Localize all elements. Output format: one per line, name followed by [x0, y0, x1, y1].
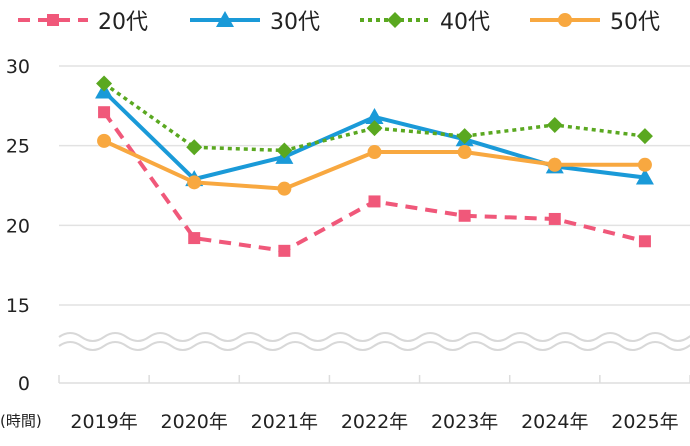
series-50代: [97, 133, 652, 196]
x-tick-label: 2023年: [431, 411, 498, 433]
x-tick-label: 2025年: [611, 411, 678, 433]
legend-label: 20代: [98, 10, 148, 35]
marker-square: [548, 212, 561, 225]
marker-square: [98, 106, 111, 119]
legend-label: 50代: [610, 10, 660, 35]
series-20代: [98, 106, 651, 257]
marker-circle: [277, 181, 292, 196]
legend-item: 30代: [190, 10, 320, 35]
legend-label: 40代: [440, 10, 490, 35]
x-axis-label: (時間): [0, 412, 42, 430]
marker-square: [278, 244, 291, 257]
y-tick-label: 20: [6, 215, 30, 237]
marker-circle: [547, 157, 562, 172]
x-tick-label: 2021年: [251, 411, 318, 433]
series-40代: [96, 75, 653, 159]
marker-circle: [367, 145, 382, 160]
marker-circle: [637, 157, 652, 172]
marker-circle: [187, 175, 202, 190]
x-tick-label: 2020年: [161, 411, 228, 433]
marker-diamond: [96, 75, 113, 92]
marker-triangle: [365, 107, 384, 124]
x-tick-label: 2019年: [70, 411, 137, 433]
x-tick-label: 2024年: [521, 411, 588, 433]
marker-diamond: [456, 128, 473, 145]
y-tick-label: 30: [6, 56, 30, 78]
marker-triangle: [635, 168, 654, 185]
marker-diamond: [366, 120, 383, 137]
marker-square: [638, 235, 651, 248]
x-tick-label: 2022年: [341, 411, 408, 433]
axis-break-wave: [58, 341, 690, 351]
y-tick-label: 25: [6, 136, 30, 158]
marker-square: [47, 14, 59, 26]
legend-item: 40代: [360, 10, 490, 35]
marker-diamond: [276, 142, 293, 159]
marker-circle: [457, 145, 472, 160]
axis-break-wave: [58, 332, 690, 342]
marker-diamond: [186, 139, 203, 156]
marker-diamond: [546, 116, 563, 133]
marker-square: [458, 209, 471, 222]
marker-square: [188, 232, 201, 245]
marker-diamond: [387, 12, 403, 28]
marker-square: [368, 195, 381, 208]
legend-label: 30代: [270, 10, 320, 35]
marker-circle: [558, 13, 572, 27]
y-tick-label: 15: [6, 295, 30, 317]
legend-item: 20代: [18, 10, 148, 35]
legend-item: 50代: [530, 10, 660, 35]
y-tick-label: 0: [18, 373, 30, 395]
marker-triangle: [216, 11, 234, 27]
marker-circle: [97, 133, 112, 148]
marker-diamond: [636, 128, 653, 145]
